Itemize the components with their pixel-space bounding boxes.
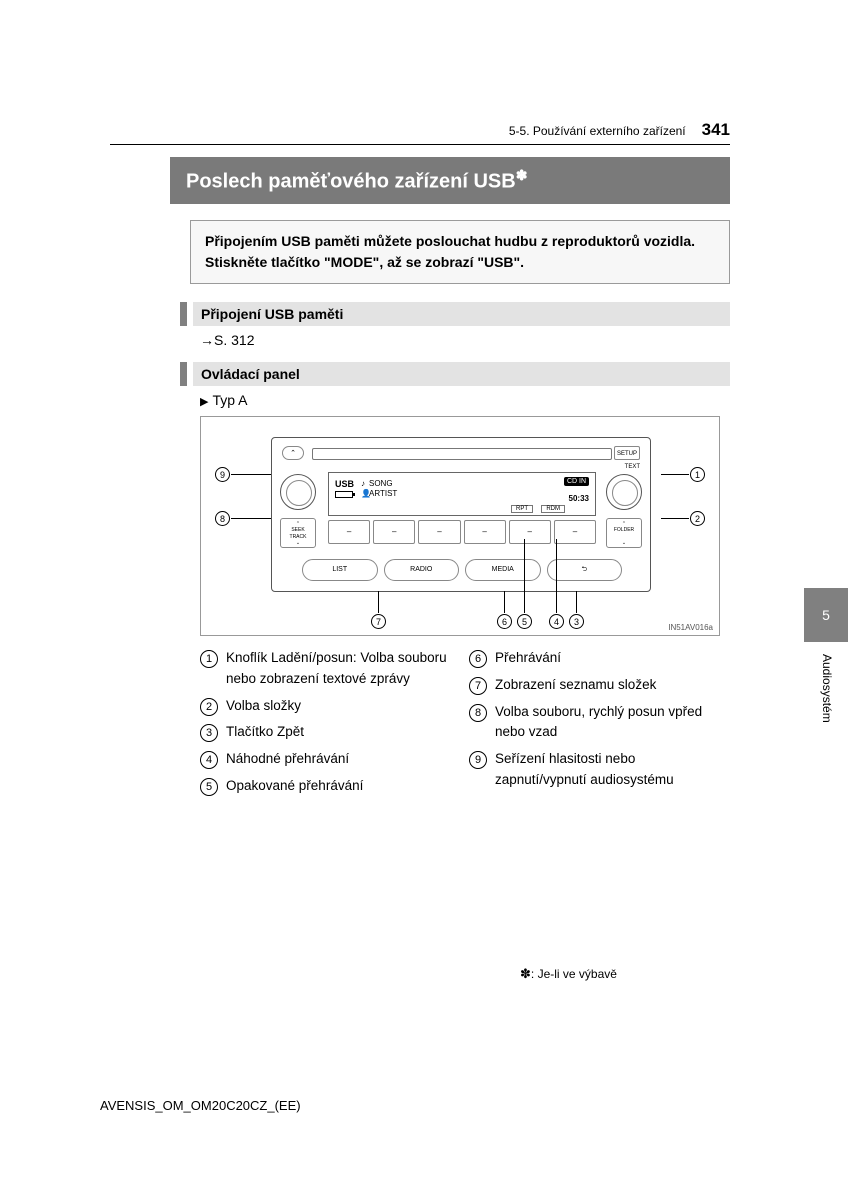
radio-body: ⌃ SETUP TEXT USB ♪ SONG 👤 ARTIST CD IN 5… (271, 437, 651, 592)
intro-box: Připojením USB paměti můžete poslouchat … (190, 220, 730, 284)
section-label: Ovládací panel (193, 362, 730, 386)
legend-right: 6Přehrávání 7Zobrazení seznamu složek 8V… (469, 648, 720, 804)
preset-3: – (418, 520, 460, 544)
triangle-icon: ▶ (200, 396, 208, 408)
connect-ref: →S. 312 (200, 332, 730, 348)
callout-9: 9 (215, 467, 230, 482)
display-time: 50:33 (569, 494, 589, 503)
display-mode: USB (335, 479, 354, 489)
cd-slot (312, 448, 612, 460)
section-panel: Ovládací panel (180, 362, 730, 386)
callout-1: 1 (690, 467, 705, 482)
text-label: TEXT (625, 464, 640, 470)
page-number: 341 (702, 120, 730, 140)
callout-4: 4 (549, 614, 564, 629)
folder-button: ⌃FOLDER⌄ (606, 518, 642, 548)
display-artist: ARTIST (369, 489, 397, 498)
preset-4: – (464, 520, 506, 544)
legend-item: 5Opakované přehrávání (200, 776, 451, 797)
type-label: ▶ Typ A (200, 392, 730, 408)
section-connect: Připojení USB paměti (180, 302, 730, 326)
legend-item: 1Knoflík Ladění/posun: Volba souboru neb… (200, 648, 451, 690)
battery-icon (335, 491, 353, 498)
control-panel-diagram: ⌃ SETUP TEXT USB ♪ SONG 👤 ARTIST CD IN 5… (200, 416, 720, 636)
media-button: MEDIA (465, 559, 541, 581)
legend: 1Knoflík Ladění/posun: Volba souboru neb… (200, 648, 720, 804)
radio-button: RADIO (384, 559, 460, 581)
document-code: AVENSIS_OM_OM20C20CZ_(EE) (100, 1098, 301, 1113)
section-bar (180, 302, 187, 326)
footnote: ✽: Je-li ve výbavě (520, 966, 617, 982)
chapter-label: Audiosystém (820, 654, 834, 723)
legend-item: 9Seřízení hlasitosti nebo zapnutí/vypnut… (469, 749, 720, 791)
radio-display: USB ♪ SONG 👤 ARTIST CD IN 50:33 RPT RDM (328, 472, 596, 516)
preset-5: – (509, 520, 551, 544)
section-bar (180, 362, 187, 386)
page-header: 5-5. Používání externího zařízení 341 (110, 120, 730, 145)
page-title: Poslech paměťového zařízení USB✽ (170, 157, 730, 204)
preset-2: – (373, 520, 415, 544)
legend-item: 3Tlačítko Zpět (200, 722, 451, 743)
legend-item: 2Volba složky (200, 696, 451, 717)
callout-8: 8 (215, 511, 230, 526)
display-song: SONG (369, 479, 393, 488)
note-icon: ♪ (361, 479, 365, 488)
callout-7: 7 (371, 614, 386, 629)
cd-in-badge: CD IN (564, 477, 589, 486)
breadcrumb: 5-5. Používání externího zařízení (509, 124, 686, 138)
preset-6: – (554, 520, 596, 544)
seek-track-button: ⌃SEEKTRACK⌄ (280, 518, 316, 548)
legend-left: 1Knoflík Ladění/posun: Volba souboru neb… (200, 648, 451, 804)
callout-3: 3 (569, 614, 584, 629)
eject-button: ⌃ (282, 446, 304, 460)
footnote-text: : Je-li ve výbavě (531, 967, 617, 981)
title-text: Poslech paměťového zařízení USB (186, 171, 516, 193)
callout-6: 6 (497, 614, 512, 629)
legend-item: 7Zobrazení seznamu složek (469, 675, 720, 696)
callout-2: 2 (690, 511, 705, 526)
image-code: IN51AV016a (668, 623, 713, 632)
volume-knob (280, 474, 316, 510)
section-label: Připojení USB paměti (193, 302, 730, 326)
back-button: ⮌ (547, 559, 623, 581)
list-button: LIST (302, 559, 378, 581)
type-text: Typ A (212, 392, 247, 408)
setup-button: SETUP (614, 446, 640, 460)
tune-knob (606, 474, 642, 510)
bottom-buttons: LIST RADIO MEDIA ⮌ (302, 559, 622, 581)
legend-item: 6Přehrávání (469, 648, 720, 669)
footnote-marker: ✽ (520, 966, 531, 981)
rdm-indicator: RDM (541, 505, 565, 513)
legend-item: 4Náhodné přehrávání (200, 749, 451, 770)
rpt-indicator: RPT (511, 505, 533, 513)
title-marker: ✽ (516, 167, 528, 183)
preset-1: – (328, 520, 370, 544)
callout-5: 5 (517, 614, 532, 629)
chapter-tab: 5 (804, 588, 848, 642)
legend-item: 8Volba souboru, rychlý posun vpřed nebo … (469, 702, 720, 744)
